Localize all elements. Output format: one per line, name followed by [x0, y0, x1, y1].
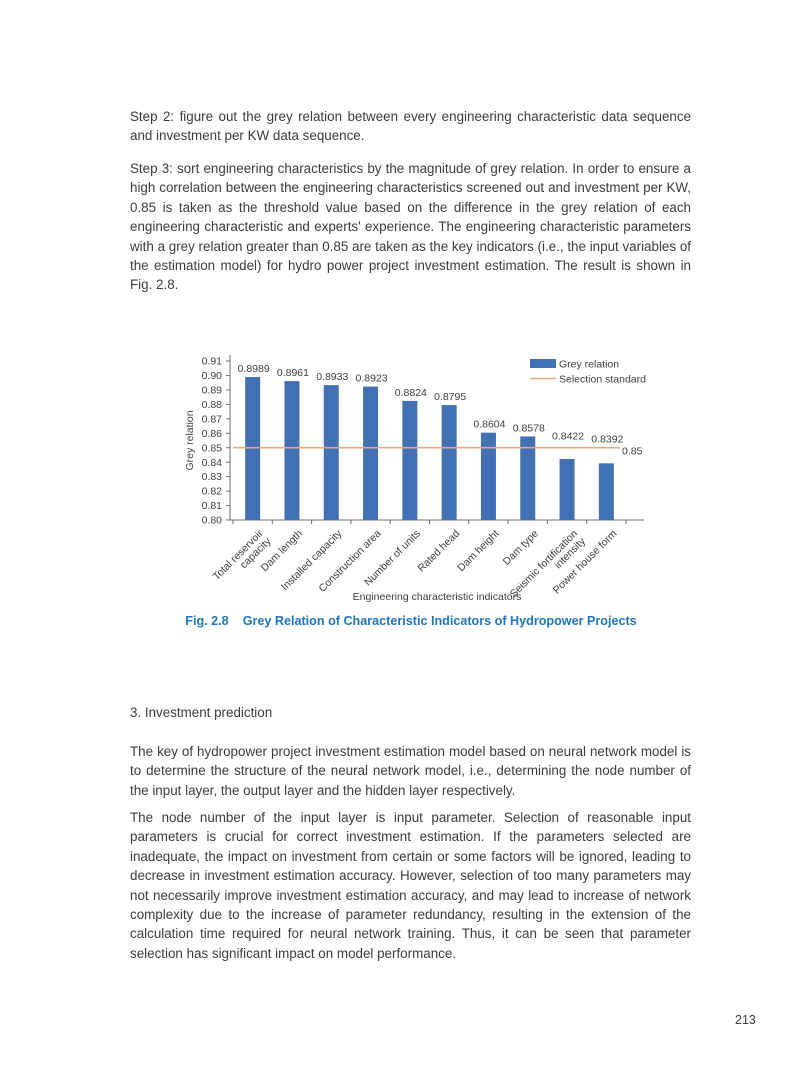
legend-bar-swatch — [530, 359, 556, 368]
y-tick-label: 0.81 — [202, 500, 223, 512]
bar-value-label-4: 0.8824 — [395, 387, 427, 399]
bar-value-label-1: 0.8961 — [277, 367, 309, 379]
bar-value-label-8: 0.8422 — [552, 431, 584, 443]
bar-value-label-5: 0.8795 — [434, 391, 466, 403]
figure-caption: Fig. 2.8 Grey Relation of Characteristic … — [128, 614, 694, 628]
grey-relation-bar-chart: 0.80 0.81 0.82 0.83 0.84 0.85 0.86 0.87 0.88 0.89… — [184, 355, 646, 603]
bar-value-label-0: 0.8989 — [238, 363, 270, 375]
legend-grey-relation-label: Grey relation — [559, 359, 619, 371]
x-category-label-5: Rated head — [415, 528, 462, 575]
y-tick-label: 0.84 — [202, 457, 223, 469]
bar-value-label-2: 0.8933 — [316, 371, 348, 383]
x-axis-title: Engineering characteristic indicators — [353, 591, 522, 603]
x-category-label-6: Dam height — [455, 528, 502, 575]
y-tick-label: 0.82 — [202, 486, 223, 498]
bar-value-label-9: 0.8392 — [591, 434, 623, 446]
paragraph-step2: Step 2: figure out the grey relation bet… — [130, 109, 691, 144]
y-tick-label: 0.89 — [202, 385, 223, 397]
threshold-label: 0.85 — [622, 446, 643, 458]
bar-9 — [598, 463, 614, 520]
paragraph-investment-1: The key of hydropower project investment… — [130, 744, 691, 798]
y-tick-label: 0.90 — [202, 370, 223, 382]
y-tick-label: 0.83 — [202, 471, 223, 483]
bar-6 — [480, 432, 496, 520]
page-number: 213 — [735, 1013, 756, 1027]
bar-8 — [559, 459, 575, 520]
y-axis-title: Grey relation — [184, 410, 196, 470]
bar-value-label-6: 0.8604 — [473, 419, 505, 431]
bar-5 — [441, 405, 457, 520]
y-tick-label: 0.91 — [202, 356, 223, 368]
grey-relation-chart: 0.80 0.81 0.82 0.83 0.84 0.85 0.86 0.87 0.88 0.89… — [180, 345, 662, 613]
bar-value-label-3: 0.8923 — [355, 373, 387, 385]
y-tick-label: 0.88 — [202, 399, 223, 411]
legend-selection-standard-label: Selection standard — [559, 374, 646, 386]
bar-4 — [402, 400, 418, 520]
bar-7 — [520, 436, 536, 520]
figure-caption-title: Grey Relation of Characteristic Indicato… — [242, 614, 637, 628]
y-tick-label: 0.85 — [202, 442, 223, 454]
bar-1 — [284, 381, 300, 520]
x-category-label-7: Dam type — [501, 528, 541, 568]
paragraph-step3: Step 3: sort engineering characteristics… — [130, 161, 691, 293]
bar-3 — [363, 386, 379, 520]
bar-2 — [323, 385, 339, 520]
figure-caption-label: Fig. 2.8 — [185, 614, 229, 628]
y-tick-label: 0.87 — [202, 413, 223, 425]
y-tick-label: 0.86 — [202, 428, 223, 440]
section-heading-investment-prediction: 3. Investment prediction — [130, 705, 273, 720]
bar-value-label-7: 0.8578 — [513, 422, 545, 434]
paragraph-investment-2: The node number of the input layer is in… — [130, 810, 691, 961]
y-tick-label: 0.80 — [202, 515, 223, 527]
